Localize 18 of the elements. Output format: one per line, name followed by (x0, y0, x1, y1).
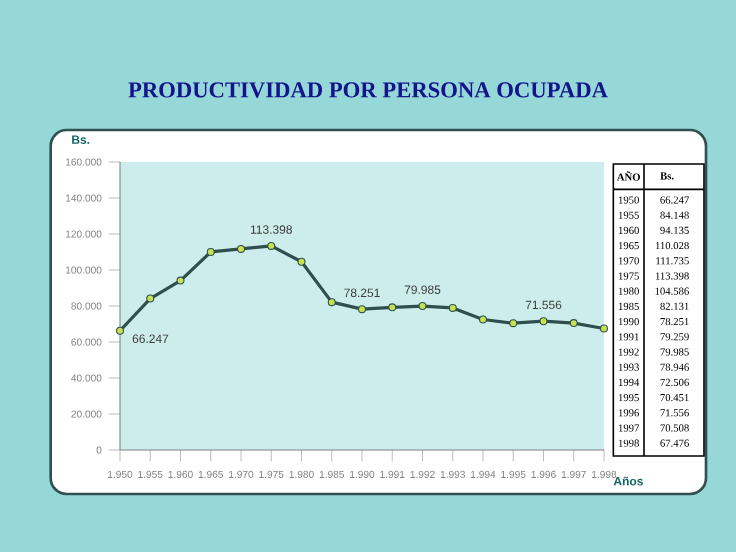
point (448, 303, 457, 312)
point (478, 315, 488, 324)
point (267, 241, 276, 250)
point (327, 298, 336, 307)
point (569, 319, 578, 328)
point (599, 324, 608, 333)
point (236, 244, 246, 253)
point (358, 305, 367, 314)
point (539, 317, 548, 326)
chart-title: PRODUCTIVIDAD POR PERSONA OCUPADA (128, 82, 608, 98)
point (176, 276, 185, 285)
point (115, 326, 125, 335)
point (418, 302, 427, 311)
point (206, 247, 215, 256)
point (146, 294, 155, 303)
point (509, 319, 518, 328)
point (297, 257, 306, 266)
point (388, 303, 397, 312)
